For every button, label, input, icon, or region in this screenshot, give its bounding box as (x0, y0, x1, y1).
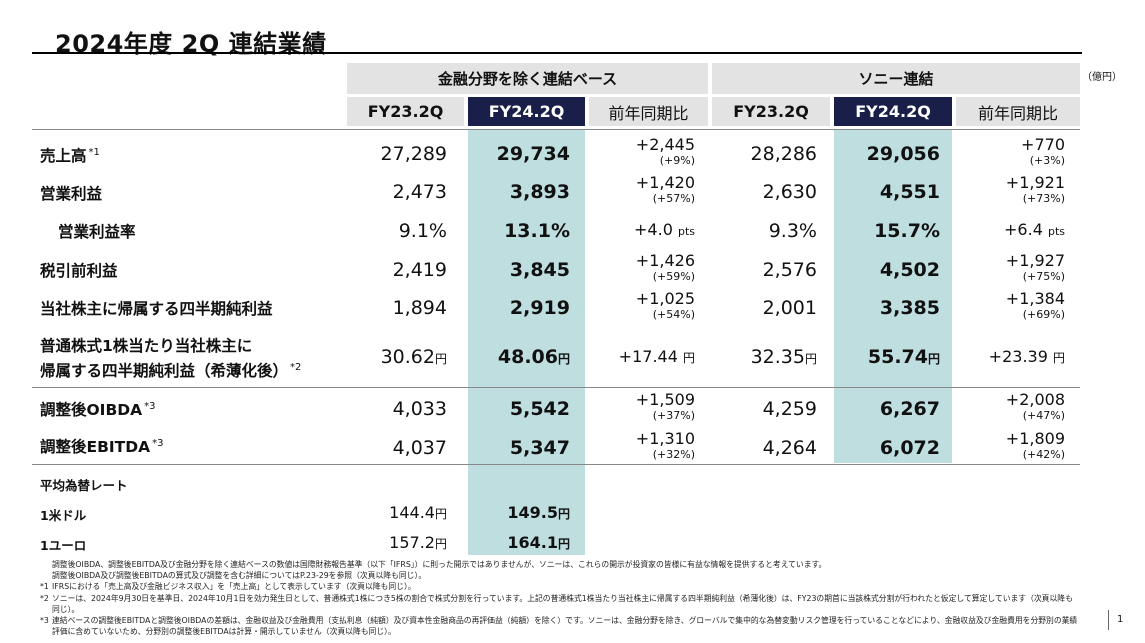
fx-eur-prev: 157.2円 (389, 533, 447, 552)
page-number: 1 (1117, 614, 1124, 625)
rule-mid (32, 387, 1080, 388)
row-label-sales: 売上高 *1 (40, 146, 100, 165)
cell-netinc-a-prev: 1,894 (392, 297, 447, 319)
cell-eps-b-curr: 55.74円 (867, 346, 940, 368)
cell-eps-b-prev: 32.35円 (750, 346, 817, 368)
row-label-pretax-income: 税引前利益 (40, 262, 118, 280)
cell-sales-b-prev: 28,286 (750, 143, 817, 165)
cell-sales-a-curr: 29,734 (496, 143, 570, 165)
cell-margin-a-prev: 9.1% (398, 220, 447, 242)
cell-eps-a-chg: +17.44 円 (618, 347, 695, 366)
cell-netinc-a-curr: 2,919 (509, 297, 570, 319)
cell-margin-a-chg: +4.0 pts (634, 220, 695, 239)
cell-pretax-a-prev: 2,419 (392, 259, 447, 281)
cell-pretax-b-chg: +1,927 (+75%) (1005, 251, 1065, 283)
fx-usd-curr: 149.5円 (507, 503, 570, 522)
cell-oibda-b-curr: 6,267 (879, 398, 940, 420)
highlight-column-a (468, 129, 585, 555)
cell-netinc-b-prev: 2,001 (762, 297, 817, 319)
cell-sales-b-chg: +770 (+3%) (1021, 135, 1065, 167)
col-a-prev: FY23.2Q (347, 97, 464, 126)
cell-ebitda-b-prev: 4,264 (762, 437, 817, 459)
cell-eps-a-curr: 48.06円 (497, 346, 570, 368)
row-label-adj-oibda: 調整後OIBDA *3 (40, 400, 156, 419)
cell-ebitda-a-prev: 4,037 (392, 437, 447, 459)
fx-eur-curr: 164.1円 (507, 533, 570, 552)
title-rule (32, 52, 1082, 54)
row-label-eps: 普通株式1株当たり当社株主に 帰属する四半期純利益（希薄化後） *2 (40, 337, 302, 381)
cell-ebitda-a-chg: +1,310 (+32%) (635, 429, 695, 461)
cell-oibda-a-chg: +1,509 (+37%) (635, 390, 695, 422)
col-b-curr: FY24.2Q (834, 97, 952, 126)
cell-pretax-a-curr: 3,845 (509, 259, 570, 281)
cell-opinc-a-chg: +1,420 (+57%) (635, 173, 695, 205)
col-a-chg: 前年同期比 (589, 97, 708, 126)
cell-oibda-a-prev: 4,033 (392, 398, 447, 420)
cell-ebitda-a-curr: 5,347 (509, 437, 570, 459)
rule-top (32, 129, 1080, 130)
cell-netinc-b-chg: +1,384 (+69%) (1005, 289, 1065, 321)
cell-margin-b-prev: 9.3% (768, 220, 817, 242)
footnote: *1 IFRSにおける「売上高及び金融ビジネス収入」を「売上高」として表示していま… (40, 582, 416, 592)
cell-opinc-b-prev: 2,630 (762, 181, 817, 203)
group-header-sony: ソニー連結 (712, 63, 1080, 94)
row-label-net-income: 当社株主に帰属する四半期純利益 (40, 300, 273, 318)
cell-sales-b-curr: 29,056 (866, 143, 940, 165)
unit-label: （億円） (1082, 72, 1122, 83)
cell-ebitda-b-curr: 6,072 (879, 437, 940, 459)
cell-sales-a-prev: 27,289 (380, 143, 447, 165)
cell-pretax-b-prev: 2,576 (762, 259, 817, 281)
footnotes: 調整後OIBDA、調整後EBITDA及び金融分野を除く連結ベースの数値は国際財務… (40, 559, 1080, 637)
cell-opinc-a-curr: 3,893 (509, 181, 570, 203)
fx-label-eur: 1ユーロ (40, 538, 87, 553)
footnote: 調整後OIBDA、調整後EBITDA及び金融分野を除く連結ベースの数値は国際財務… (52, 560, 827, 569)
cell-netinc-b-curr: 3,385 (879, 297, 940, 319)
fx-heading: 平均為替レート (40, 478, 128, 493)
cell-pretax-a-chg: +1,426 (+59%) (635, 251, 695, 283)
footnote: *3 連結ベースの調整後EBITDAと調整後OIBDAの差額は、金融収益及び金融費… (40, 616, 1078, 637)
cell-oibda-b-prev: 4,259 (762, 398, 817, 420)
fx-usd-prev: 144.4円 (389, 503, 447, 522)
fx-label-usd: 1米ドル (40, 508, 87, 523)
cell-margin-b-chg: +6.4 pts (1004, 220, 1065, 239)
cell-eps-b-chg: +23.39 円 (988, 347, 1065, 366)
row-label-operating-margin: 営業利益率 (58, 223, 136, 241)
footnote: 調整後OIBDA及び調整後EBITDAの算式及び調整を含む詳細についてはP.23… (52, 571, 427, 581)
cell-eps-a-prev: 30.62円 (380, 346, 447, 368)
cell-oibda-a-curr: 5,542 (509, 398, 570, 420)
cell-netinc-a-chg: +1,025 (+54%) (635, 289, 695, 321)
cell-margin-b-curr: 15.7% (874, 220, 940, 242)
col-a-curr: FY24.2Q (468, 97, 585, 126)
rule-bottom (32, 464, 1080, 465)
col-b-prev: FY23.2Q (712, 97, 830, 126)
row-label-operating-income: 営業利益 (40, 185, 103, 203)
cell-pretax-b-curr: 4,502 (879, 259, 940, 281)
cell-oibda-b-chg: +2,008 (+47%) (1005, 390, 1065, 422)
cell-sales-a-chg: +2,445 (+9%) (635, 135, 695, 167)
page-number-divider (1108, 610, 1109, 630)
group-header-ex-financial: 金融分野を除く連結ベース (347, 63, 708, 94)
cell-margin-a-curr: 13.1% (504, 220, 570, 242)
cell-opinc-b-curr: 4,551 (879, 181, 940, 203)
highlight-column-b (834, 129, 952, 463)
cell-opinc-b-chg: +1,921 (+73%) (1005, 173, 1065, 205)
footnote: *2 ソニーは、2024年9月30日を基準日、2024年10月1日を効力発生日とし… (40, 593, 1073, 614)
cell-ebitda-b-chg: +1,809 (+42%) (1005, 429, 1065, 461)
col-b-chg: 前年同期比 (956, 97, 1080, 126)
row-label-adj-ebitda: 調整後EBITDA *3 (40, 437, 164, 456)
cell-opinc-a-prev: 2,473 (392, 181, 447, 203)
